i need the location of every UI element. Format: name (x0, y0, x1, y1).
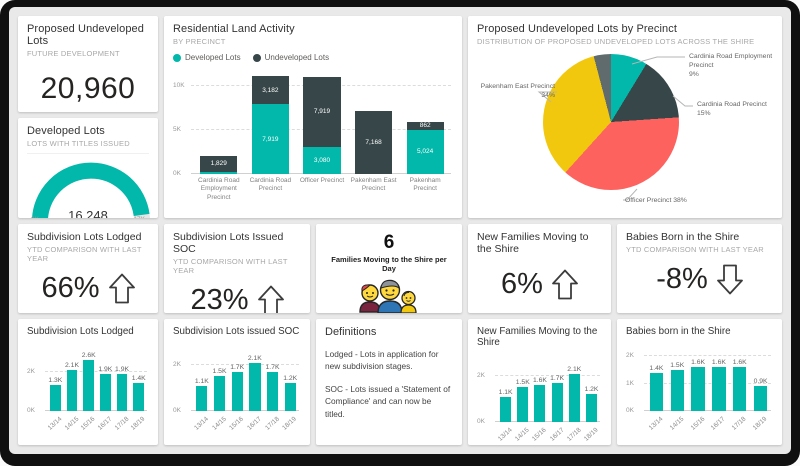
definition-soc: SOC - Lots issued a 'Statement of Compli… (325, 383, 451, 419)
pie-chart: Cardinia Road Employment Precinct 9% Car… (477, 50, 773, 208)
family-icon (359, 279, 417, 313)
plot-area: 0K 2K 1.1K 1.5K 1.7K 2.1K 1.7K 1.2K (173, 354, 299, 414)
pie-label-pct: 15% (697, 110, 711, 118)
families-per-day-value: 6 (383, 232, 395, 253)
card-chart-subdivision-lots-issued-soc[interactable]: Subdivision Lots issued SOC 0K 2K 1.1K 1.5K… (164, 319, 310, 445)
card-chart-new-families[interactable]: New Families Moving to the Shire 0K 2K 1.1… (468, 319, 611, 445)
kpi-value: 66% (41, 272, 100, 305)
chart-title: Subdivision Lots Lodged (27, 326, 134, 337)
chart-legend: Developed Lots Undeveloped Lots (173, 53, 453, 62)
card-residential-land-activity[interactable]: Residential Land Activity BY PRECINCT De… (164, 16, 462, 218)
chart-title: Subdivision Lots issued SOC (173, 326, 300, 337)
pie-label-officer: Officer Precinct 38% (625, 196, 687, 205)
residential-stacked-chart[interactable]: 0K 5K 10K 1,829 3,182 7,919 7,919 3,080 7,168 862… (173, 70, 453, 202)
kpi-subtitle: YTD COMPARISON WITH LAST YEAR (27, 245, 142, 264)
kpi-subtitle: YTD COMPARISON WITH LAST YEAR (173, 257, 288, 276)
trend-down-icon (716, 264, 743, 295)
legend-dot-teal (173, 53, 181, 62)
gauge-max-label: 17K (133, 216, 145, 218)
card-proposed-by-precinct-pie[interactable]: Proposed Undeveloped Lots by Precinct DI… (468, 16, 782, 218)
chart-subtitle: BY PRECINCT (173, 37, 226, 46)
legend-label: Undeveloped Lots (264, 53, 330, 62)
plot-area: 0K 2K 1.3K 2.1K 2.6K 1.9K 1.9K 1.4K (27, 351, 147, 414)
gauge-arc (32, 162, 150, 218)
card-kpi-new-families[interactable]: New Families Moving to the Shire 6% (468, 224, 611, 313)
gauge-value: 16,248 (68, 208, 108, 218)
pie-label-name: Cardinia Road Employment Precinct (689, 53, 773, 70)
card-families-per-day[interactable]: 6 Families Moving to the Shire per Day (316, 224, 462, 313)
plot-area: 0K 2K 1.1K 1.5K 1.6K 1.7K 2.1K 1.2K (477, 365, 600, 425)
chart-title: Proposed Undeveloped Lots by Precinct (477, 23, 677, 35)
kpi-title: Subdivision Lots Lodged (27, 231, 142, 243)
pie-label-cardinia-road: Cardinia Road Precinct 15% (697, 100, 767, 118)
gauge-min-label: 0K (31, 216, 39, 218)
chart-title: New Families Moving to the Shire (477, 326, 598, 348)
card-kpi-babies-born[interactable]: Babies Born in the Shire YTD COMPARISON … (617, 224, 782, 313)
x-axis: 13/14 14/15 15/16 16/17 17/18 18/19 (46, 415, 147, 432)
plot-area: 0K 5K 10K 1,829 3,182 7,919 7,919 3,080 7,168 862… (173, 70, 453, 177)
pie-label-name: Pakenham East Precinct (480, 83, 555, 90)
babies-bar-chart[interactable]: 0K 1K 2K 1.4K 1.5K 1.6K 1.6K 1.6K 0.9K 13/14 14/1… (626, 351, 773, 437)
plot-area: 0K 1K 2K 1.4K 1.5K 1.6K 1.6K 1.6K 0.9K (626, 351, 773, 414)
card-chart-subdivision-lots-lodged[interactable]: Subdivision Lots Lodged 0K 2K 1.3K 2.1K 2.6K… (18, 319, 158, 445)
developed-lots-gauge: 16,248 0K 17K (27, 153, 150, 218)
kpi-subtitle: YTD COMPARISON WITH LAST YEAR (626, 245, 764, 255)
kpi-value: 23% (190, 284, 249, 313)
card-kpi-subdivision-lots-lodged[interactable]: Subdivision Lots Lodged YTD COMPARISON W… (18, 224, 158, 313)
card-title: Developed Lots (27, 125, 105, 137)
families-per-day-label: Families Moving to the Shire per Day (331, 255, 447, 273)
chart-title: Residential Land Activity (173, 23, 295, 35)
definition-lodged: Lodged - Lots in application for new sub… (325, 349, 439, 372)
kpi-value: 6% (501, 268, 543, 301)
chart-title: Babies born in the Shire (626, 326, 731, 337)
card-developed-lots-gauge[interactable]: Developed Lots LOTS WITH TITLES ISSUED 1… (18, 118, 158, 218)
pie-label-pct: 38% (673, 197, 687, 204)
kpi-title: New Families Moving to the Shire (477, 231, 589, 256)
trend-up-icon (552, 269, 578, 300)
card-title: Proposed Undeveloped Lots (27, 23, 144, 47)
proposed-lots-value: 20,960 (40, 72, 136, 105)
x-axis: 13/14 14/15 15/16 16/17 17/18 18/19 (496, 426, 600, 443)
pie-label-pakenham-east: Pakenham East Precinct 34% (477, 82, 555, 100)
legend-label: Developed Lots (185, 53, 241, 62)
card-proposed-undeveloped-lots[interactable]: Proposed Undeveloped Lots FUTURE DEVELOP… (18, 16, 158, 112)
dashboard: Proposed Undeveloped Lots FUTURE DEVELOP… (9, 7, 791, 454)
legend-dot-dark (252, 53, 261, 62)
kpi-title: Babies Born in the Shire (626, 231, 740, 243)
pie-slices[interactable] (543, 54, 679, 190)
x-axis: Cardinia Road Employment Precinct Cardini… (198, 177, 441, 201)
kpi-title: Subdivision Lots Issued SOC (173, 231, 284, 256)
card-subtitle: LOTS WITH TITLES ISSUED (27, 139, 130, 148)
definitions-title: Definitions (325, 326, 377, 338)
trend-up-icon (257, 285, 284, 313)
pie-label-name: Cardinia Road Precinct (697, 101, 767, 108)
soc-bar-chart[interactable]: 0K 2K 1.1K 1.5K 1.7K 2.1K 1.7K 1.2K 13/14 14/15 1… (173, 351, 301, 437)
pie-label-cardinia-road-employment: Cardinia Road Employment Precinct 9% (689, 52, 773, 80)
pie-label-name: Officer Precinct (625, 197, 672, 204)
pie-label-pct: 9% (689, 71, 699, 79)
x-axis: 13/14 14/15 15/16 16/17 17/18 18/19 (193, 415, 299, 432)
chart-subtitle: DISTRIBUTION OF PROPOSED UNDEVELOPED LOT… (477, 37, 755, 46)
pie-callout-lines (537, 56, 693, 201)
legend-developed-lots[interactable]: Developed Lots (173, 53, 241, 62)
x-axis: 13/14 14/15 15/16 16/17 17/18 18/19 (647, 415, 769, 432)
legend-undeveloped-lots[interactable]: Undeveloped Lots (252, 53, 330, 62)
new-families-bar-chart[interactable]: 0K 2K 1.1K 1.5K 1.6K 1.7K 2.1K 1.2K 13/14 14/15 1… (477, 362, 602, 445)
card-subtitle: FUTURE DEVELOPMENT (27, 49, 120, 58)
card-chart-babies-born[interactable]: Babies born in the Shire 0K 1K 2K 1.4K 1.5K 1… (617, 319, 782, 445)
card-definitions[interactable]: Definitions Lodged - Lots in application… (316, 319, 462, 445)
pie-label-pct: 34% (541, 92, 555, 100)
card-kpi-subdivision-lots-issued-soc[interactable]: Subdivision Lots Issued SOC YTD COMPARIS… (164, 224, 310, 313)
trend-up-icon (108, 273, 135, 304)
kpi-value: -8% (656, 263, 708, 296)
lodged-bar-chart[interactable]: 0K 2K 1.3K 2.1K 2.6K 1.9K 1.9K 1.4K 13/14 14/15 1… (27, 351, 149, 437)
